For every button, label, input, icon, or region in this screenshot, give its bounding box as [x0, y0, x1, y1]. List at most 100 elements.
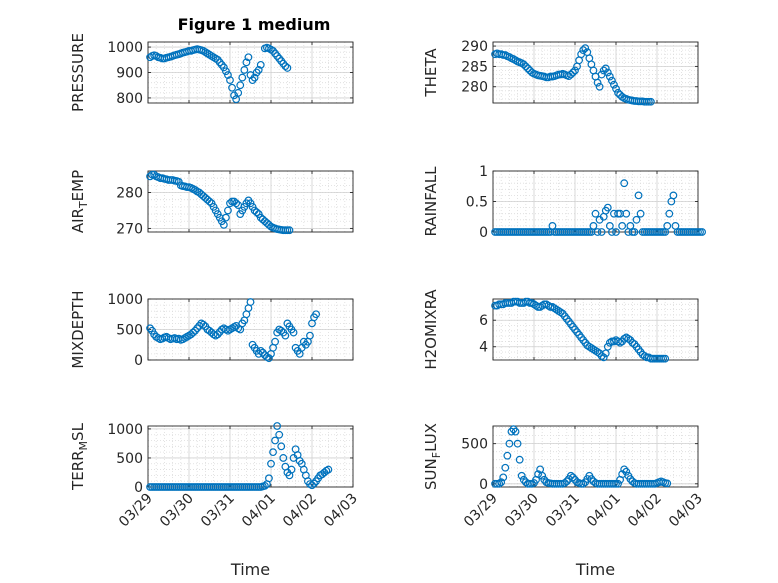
figure-title: Figure 1 medium — [178, 15, 331, 34]
y-tick-label: 1000 — [107, 40, 143, 56]
data-point — [513, 439, 522, 448]
y-tick-label: 1000 — [107, 292, 143, 308]
data-point — [603, 342, 612, 351]
data-point — [569, 68, 577, 77]
data-point — [289, 328, 298, 337]
data-point — [628, 338, 637, 347]
data-point — [495, 479, 504, 488]
y-axis-label-6: H2OMIXRA — [422, 289, 440, 370]
data-point — [612, 84, 620, 93]
data-point — [579, 479, 588, 488]
data-point — [191, 326, 200, 335]
y-tick-label: 1 — [479, 164, 488, 180]
y-tick-label: 0 — [479, 225, 488, 241]
data-point — [509, 425, 518, 434]
y-tick-label: 500 — [461, 437, 488, 453]
x-axis-label: Time — [230, 560, 270, 579]
data-point — [515, 455, 524, 464]
subplot-4: 0 0.5 1 RAINFALL — [422, 164, 706, 241]
data-point — [150, 170, 159, 179]
y-tick-label: 1000 — [107, 422, 143, 438]
data-point — [277, 442, 286, 451]
y-tick-label: 900 — [116, 66, 143, 82]
y-tick-label: 285 — [461, 59, 488, 75]
data-point — [589, 221, 598, 230]
data-point — [205, 197, 214, 206]
data-point — [610, 80, 618, 89]
data-point — [273, 422, 282, 430]
data-point — [499, 473, 508, 482]
data-point — [265, 354, 273, 363]
data-point — [624, 334, 633, 343]
axes-box — [147, 170, 354, 233]
data-point — [571, 66, 579, 75]
data-point — [646, 97, 655, 106]
data-point — [193, 324, 202, 333]
data-point — [501, 463, 510, 472]
x-axis-label: Time — [575, 560, 615, 579]
data-point — [285, 226, 294, 235]
data-point — [581, 44, 590, 52]
data-point — [219, 220, 228, 229]
y-tick-label: 0.5 — [466, 195, 488, 211]
data-point — [256, 60, 265, 69]
data-point — [310, 479, 318, 488]
data-point — [244, 53, 253, 62]
data-point — [620, 179, 629, 188]
data-point — [579, 46, 588, 55]
data-point — [556, 308, 565, 317]
data-point — [597, 228, 606, 236]
data-point — [281, 331, 290, 340]
data-point — [221, 67, 230, 76]
data-point — [616, 338, 624, 347]
data-point — [221, 213, 230, 222]
data-point — [612, 228, 620, 236]
data-point — [219, 63, 228, 72]
data-point — [608, 76, 616, 85]
data-point — [312, 310, 321, 319]
data-point — [618, 221, 627, 230]
y-tick-label: 500 — [116, 451, 143, 467]
data-point — [246, 298, 255, 306]
y-tick-label: 280 — [461, 80, 488, 96]
data-point — [269, 448, 277, 457]
data-point — [258, 348, 267, 357]
data-point — [232, 199, 241, 208]
data-point — [267, 459, 275, 468]
data-point — [632, 215, 641, 224]
data-point — [256, 346, 265, 355]
data-point — [213, 330, 222, 339]
data-point — [519, 475, 528, 484]
data-point — [250, 73, 259, 82]
data-point — [277, 326, 286, 335]
y-tick-label: 0 — [479, 477, 488, 493]
data-point — [226, 76, 234, 85]
data-point — [698, 228, 706, 236]
data-point — [497, 478, 506, 487]
data-point — [593, 348, 602, 356]
data-point — [567, 471, 575, 480]
data-point — [661, 354, 670, 363]
data-point — [228, 83, 236, 92]
y-axis-label-2: THETA — [422, 48, 440, 98]
data-point — [224, 206, 232, 215]
data-point — [603, 203, 612, 212]
data-point — [605, 72, 614, 81]
data-point — [608, 228, 616, 236]
y-tick-label: 4 — [479, 340, 488, 356]
data-point — [265, 474, 273, 483]
y-axis-label-3: AIRTEMP — [69, 170, 90, 233]
data-point — [663, 221, 672, 230]
y-tick-label: 800 — [116, 91, 143, 107]
y-tick-label: 270 — [116, 221, 143, 237]
data-point — [538, 471, 547, 480]
y-tick-label: 280 — [116, 186, 143, 202]
data-point — [663, 479, 672, 488]
axes-box — [492, 298, 699, 361]
subplot-3: 270 280 AIRTEMP — [69, 170, 354, 237]
subplot-6: 4 6 H2OMIXRA — [422, 289, 699, 370]
data-point — [281, 62, 290, 71]
data-point — [252, 208, 261, 217]
data-point — [236, 81, 245, 90]
axes-box — [492, 41, 699, 104]
